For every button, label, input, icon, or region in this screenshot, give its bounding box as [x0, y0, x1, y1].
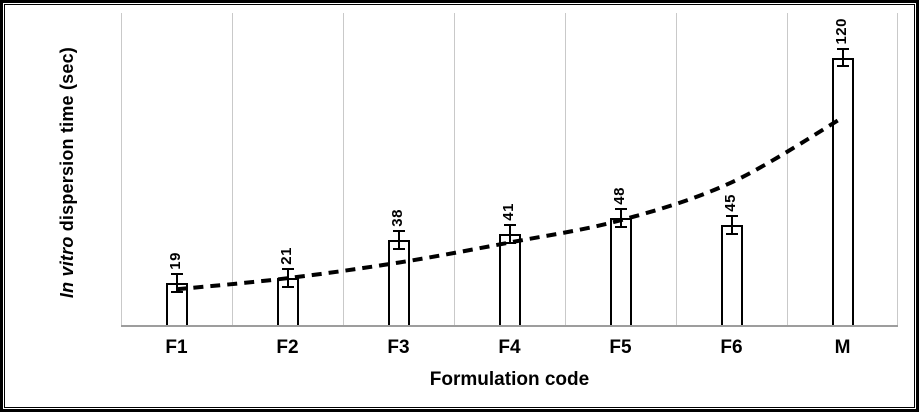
y-axis-title-column: In vitro dispersion time (sec)	[13, 13, 121, 403]
gridline	[232, 13, 233, 325]
error-bar-cap-bottom	[837, 65, 849, 67]
x-axis-title-row: Formulation code	[121, 369, 898, 403]
error-bar-cap-top	[726, 215, 738, 217]
plot-column: 19 21 38 41 48 45 120 F1 F2 F3 F4 F5 F6 M Formulatio…	[121, 13, 898, 403]
error-bar-cap-bottom	[615, 226, 627, 228]
bar-value-label: 21	[278, 247, 295, 265]
error-bar-cap-top	[837, 48, 849, 50]
bar-value-label: 48	[611, 187, 628, 205]
bar-F4	[499, 234, 521, 325]
x-tick-F1: F1	[165, 337, 188, 358]
x-tick-F6: F6	[720, 337, 743, 358]
bar-value-label: 120	[833, 18, 850, 45]
plot-area: 19 21 38 41 48 45 120	[121, 13, 898, 327]
x-tick-F2: F2	[276, 337, 299, 358]
bar-value-label: 41	[500, 203, 517, 221]
error-bar	[176, 274, 178, 292]
error-bar-cap-top	[171, 273, 183, 275]
y-axis-title: In vitro dispersion time (sec)	[57, 47, 78, 298]
error-bar-cap-bottom	[504, 242, 516, 244]
x-tick-F5: F5	[609, 337, 632, 358]
error-bar-cap-bottom	[171, 291, 183, 293]
error-bar	[509, 225, 511, 243]
gridline	[454, 13, 455, 325]
gridline	[787, 13, 788, 325]
error-bar-cap-top	[282, 268, 294, 270]
gridline	[343, 13, 344, 325]
error-bar-cap-top	[504, 224, 516, 226]
x-axis-ticks: F1 F2 F3 F4 F5 F6 M	[121, 327, 898, 369]
bar-value-label: 19	[167, 252, 184, 270]
error-bar	[287, 269, 289, 287]
bar-value-label: 45	[722, 194, 739, 212]
bar-F6	[721, 225, 743, 325]
error-bar	[620, 209, 622, 227]
x-axis-title: Formulation code	[429, 369, 590, 390]
gridline	[897, 13, 898, 325]
error-bar-cap-top	[393, 230, 405, 232]
chart-canvas: In vitro dispersion time (sec) 19 21 38 41 4…	[4, 4, 915, 408]
x-tick-F3: F3	[387, 337, 410, 358]
gridline	[121, 13, 122, 325]
gridline	[676, 13, 677, 325]
y-axis-title-rest-part: dispersion time (sec)	[56, 47, 77, 237]
error-bar	[398, 231, 400, 249]
gridline	[565, 13, 566, 325]
bar-F3	[388, 240, 410, 325]
error-bar-cap-top	[615, 208, 627, 210]
bar-M	[832, 58, 854, 325]
error-bar-cap-bottom	[726, 233, 738, 235]
error-bar	[842, 48, 844, 66]
bar-value-label: 38	[389, 209, 406, 227]
bar-F5	[610, 218, 632, 325]
y-axis-title-italic-part: In vitro	[56, 236, 77, 299]
error-bar	[731, 216, 733, 234]
error-bar-cap-bottom	[282, 286, 294, 288]
x-tick-F4: F4	[498, 337, 521, 358]
error-bar-cap-bottom	[393, 248, 405, 250]
x-tick-M: M	[834, 337, 851, 358]
